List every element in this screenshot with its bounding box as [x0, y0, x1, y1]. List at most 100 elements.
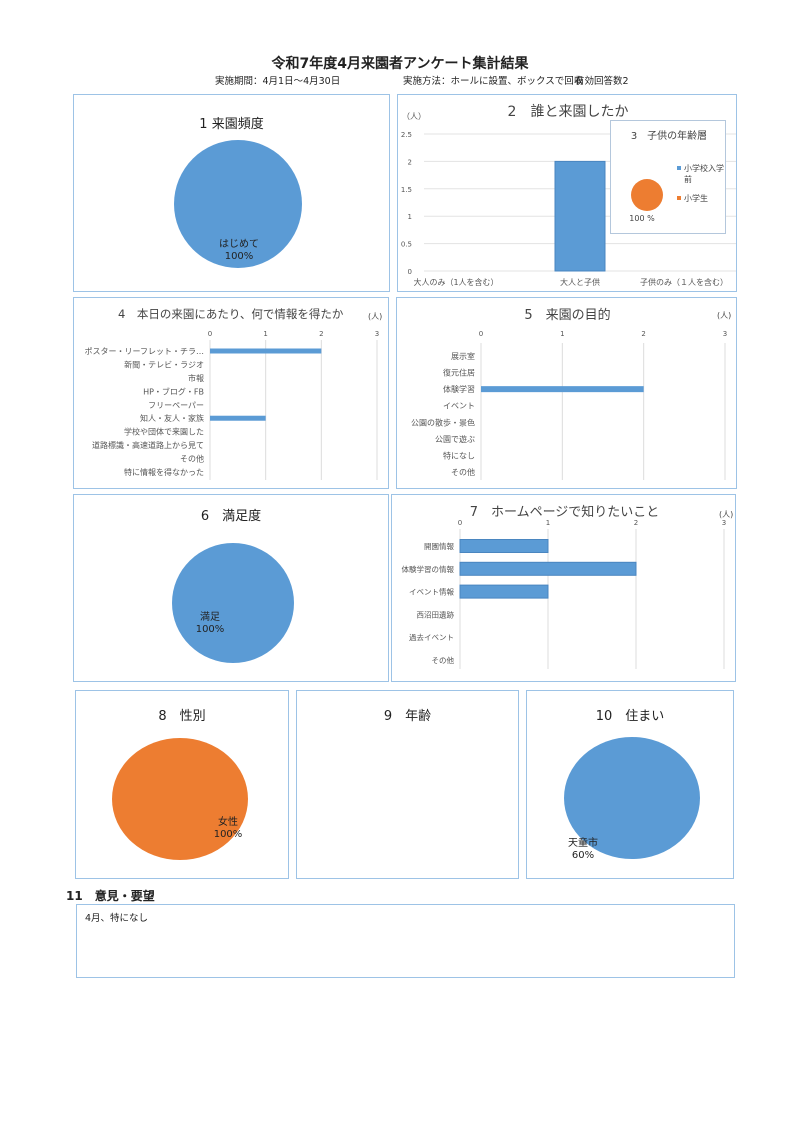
y-tick-label: 2.5 [401, 131, 412, 139]
legend-item: 小学校入学前 [677, 163, 727, 185]
y-category-label: 道路標識・高速道路上から見て [92, 440, 204, 450]
legend-item: 小学生 [677, 193, 727, 204]
bar [554, 160, 606, 272]
legend: 小学校入学前 小学生 [677, 163, 727, 204]
y-category-label: 展示室 [451, 351, 475, 361]
x-axis-unit: (人) [368, 312, 383, 321]
survey-period: 実施期間：4月1日～4月30日 [215, 76, 341, 87]
chart-title: 5 来園の目的 [524, 308, 611, 323]
x-tick-label: 1 [546, 519, 550, 527]
y-category-label: 体験学習の情報 [402, 564, 455, 574]
bar [459, 539, 549, 553]
slice-percent: 100% [224, 251, 254, 262]
y-category-label: 復元住居 [443, 368, 475, 378]
y-category-label: 公園で遊ぶ [435, 434, 475, 444]
chart-title: 8 性別 [158, 709, 206, 724]
chart-title: 2 誰と来園したか [507, 104, 629, 120]
y-category-label: 市報 [188, 373, 204, 383]
x-tick-label: 0 [208, 330, 212, 338]
chart-q4-info-source: 4 本日の来園にあたり、何で情報を得たか (人) 0 1 2 3 ポスター・リーフレット… [73, 297, 389, 489]
chart-title: 6 満足度 [200, 509, 262, 524]
y-category-label: 学校や団体で来園した [124, 427, 204, 437]
x-tick-label: 2 [634, 519, 638, 527]
x-axis-unit: (人) [717, 311, 732, 320]
y-category-label: 特に情報を得なかった [124, 467, 204, 477]
x-tick-label: 3 [375, 330, 379, 338]
slice-percent: 100 % [629, 214, 655, 223]
slice-label: 満足 [200, 612, 220, 623]
y-category-label: フリーペーパー [148, 401, 204, 410]
x-tick-label: 1 [560, 330, 564, 338]
slice-label: 天童市 [568, 838, 598, 849]
bar [210, 415, 266, 421]
slice-percent: 100% [195, 624, 225, 635]
x-tick-label: 大人のみ（1人を含む） [413, 277, 498, 287]
y-tick-label: 2 [408, 158, 412, 166]
y-category-label: 公園の散歩・景色 [411, 417, 475, 427]
y-category-label: 開園情報 [424, 541, 454, 551]
opinions-box: 4月、特になし [76, 904, 735, 978]
response-count: 有効回答数2 [575, 76, 629, 87]
x-tick-label: 0 [479, 330, 483, 338]
chart-title: 9 年齢 [383, 709, 432, 724]
x-axis-unit: (人) [719, 510, 734, 519]
bar [459, 561, 637, 576]
chart-q10-residence: 10 住まい 天童市 60% [526, 690, 734, 879]
chart-q3-child-age: 3 子供の年齢層 100 % 小学校入学前 小学生 [610, 120, 726, 234]
bar [481, 386, 644, 393]
chart-q6-satisfaction: 6 満足度 満足 100% [73, 494, 389, 682]
y-category-label: その他 [432, 655, 455, 665]
y-tick-label: 1 [408, 213, 412, 221]
x-tick-label: 2 [641, 330, 645, 338]
y-category-label: 過去イベント [409, 632, 454, 642]
chart-title: 4 本日の来園にあたり、何で情報を得たか [118, 307, 344, 321]
chart-title: 1 来園頻度 [199, 117, 264, 132]
x-tick-label: 2 [319, 330, 323, 338]
pie-q10 [564, 737, 700, 859]
y-tick-label: 0 [408, 268, 412, 276]
chart-q8-gender: 8 性別 女性 100% [75, 690, 289, 879]
y-axis-unit: （人） [402, 112, 426, 121]
y-category-label: イベント情報 [409, 587, 454, 597]
x-tick-label: 大人と子供 [560, 277, 600, 287]
pie-q3 [631, 179, 663, 211]
chart-title: 3 子供の年齢層 [630, 131, 708, 142]
x-tick-label: 0 [458, 519, 462, 527]
y-category-label: HP・ブログ・FB [143, 386, 204, 396]
y-category-label: イベント [443, 402, 475, 411]
survey-method: 実施方法：ホールに設置、ボックスで回収 [403, 76, 584, 87]
x-tick-label: 3 [722, 519, 726, 527]
slice-label: 女性 [218, 817, 238, 828]
chart-q1-frequency: 1 来園頻度 はじめて 100% [73, 94, 390, 292]
pie-slice-female [112, 738, 248, 860]
y-category-label: その他 [180, 454, 204, 464]
y-category-label: 新聞・テレビ・ラジオ [124, 359, 204, 369]
x-tick-label: 子供のみ（１人を含む） [640, 277, 728, 287]
page-title: 令和7年度4月来園者アンケート集計結果 [271, 56, 529, 72]
bar [210, 348, 322, 354]
y-category-label: 体験学習 [443, 384, 475, 394]
chart-q2-companions: 2 誰と来園したか （人） 0 0.5 1 1.5 2 2.5 大人のみ（1人を含む） 大人と… [397, 94, 737, 292]
chart-q9-age: 9 年齢 [296, 690, 519, 879]
pie-slice-tendo [564, 737, 700, 859]
y-category-label: 特になし [443, 450, 475, 460]
pie-q6 [172, 543, 294, 663]
pie-q1 [174, 140, 302, 268]
y-category-label: ポスター・リーフレット・チラ… [84, 347, 204, 356]
bar [459, 584, 549, 599]
chart-q5-purpose: 5 来園の目的 (人) 0 1 2 3 展示室 復元住居 体験学習 イベント 公園の散歩・景色公… [396, 297, 737, 489]
y-tick-label: 0.5 [401, 241, 412, 249]
y-category-label: その他 [451, 467, 475, 477]
chart-title: 10 住まい [595, 709, 665, 724]
pie-slice-first-visit [174, 140, 302, 268]
chart-q7-homepage: 7 ホームページで知りたいこと (人) 0 1 2 3 開園情報 体験学習の情報 イベント情… [391, 494, 736, 682]
opinions-title: 11 意見・要望 [66, 889, 155, 903]
pie-slice-elementary [631, 179, 663, 211]
y-category-label: 西沼田遺跡 [417, 609, 455, 619]
y-tick-label: 1.5 [401, 186, 412, 194]
slice-label: はじめて [219, 239, 259, 250]
pie-slice-satisfied [172, 543, 294, 663]
